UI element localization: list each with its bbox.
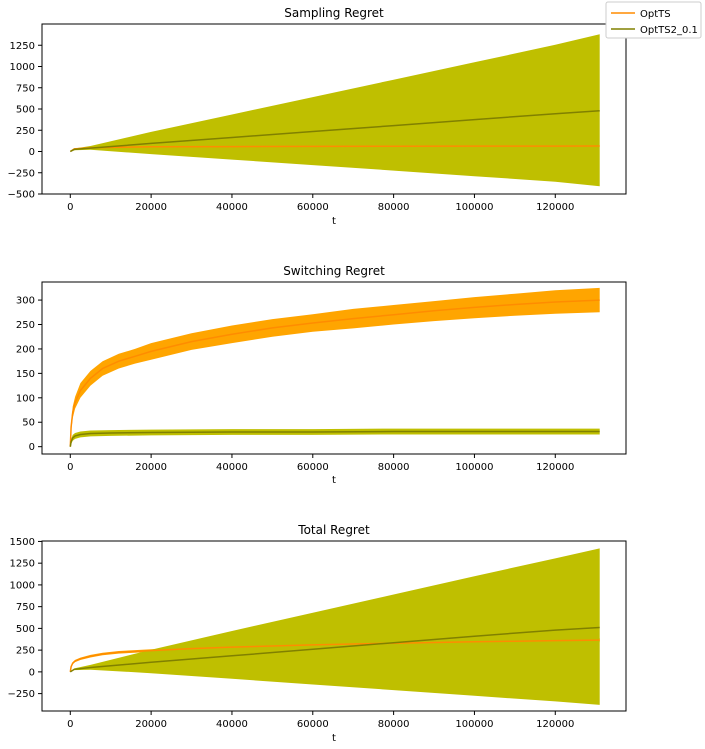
plot-frame	[41, 281, 627, 455]
y-tick-label: 250	[16, 126, 35, 137]
y-tick-label: −250	[8, 689, 35, 700]
plot-title: Sampling Regret	[284, 6, 384, 20]
y-tick-label: 250	[16, 320, 35, 331]
sampling-regret-plot: Sampling Regret 0 20000 40000 60000 80000 100…	[8, 6, 627, 227]
x-tick-label: 40000	[216, 202, 248, 213]
y-tick-label: 200	[16, 344, 35, 355]
switching-regret-plot: Switching Regret 0 20000 40000 60000 80000 10…	[16, 264, 627, 486]
plot-title: Switching Regret	[283, 264, 385, 278]
y-tick-label: 150	[16, 369, 35, 380]
y-tick-label: 1250	[10, 41, 35, 52]
x-tick-label: 120000	[536, 462, 574, 473]
y-tick-label: 1250	[10, 559, 35, 570]
x-tick-label: 80000	[378, 462, 410, 473]
plot-title: Total Regret	[297, 523, 370, 537]
series-line-optts2-0-1	[69, 626, 600, 673]
x-tick-label: 0	[67, 462, 73, 473]
y-tick-label: 750	[16, 83, 35, 94]
x-tick-label: 20000	[135, 202, 167, 213]
x-tick-label: 60000	[297, 202, 329, 213]
x-tick-label: 100000	[455, 202, 493, 213]
legend: OptTS OptTS2_0.1	[605, 1, 702, 39]
y-tick-label: 750	[16, 602, 35, 613]
x-tick-label: 60000	[297, 719, 329, 730]
x-tick-label: 20000	[135, 462, 167, 473]
y-tick-label: 250	[16, 646, 35, 657]
confidence-band-optts	[70, 287, 600, 447]
y-tick-label: 300	[16, 296, 35, 307]
y-tick-label: −500	[8, 190, 35, 201]
confidence-band-optts2-0-1	[70, 34, 600, 187]
x-tick-label: 100000	[455, 462, 493, 473]
y-tick-label: −250	[8, 168, 35, 179]
y-tick-label: 100	[16, 393, 35, 404]
y-tick-label: 50	[22, 418, 35, 429]
x-tick-label: 120000	[536, 202, 574, 213]
legend-label-optts: OptTS	[640, 9, 671, 20]
series-line-optts2-0-1	[69, 430, 600, 447]
x-tick-label: 60000	[297, 462, 329, 473]
y-tick-label: 0	[29, 667, 35, 678]
x-axis-label: t	[332, 216, 336, 227]
x-tick-label: 80000	[378, 719, 410, 730]
confidence-band-optts2-0-1	[70, 428, 600, 447]
y-tick-label: 1000	[10, 62, 35, 73]
y-tick-label: 0	[29, 147, 35, 158]
series-line-optts	[69, 639, 600, 673]
confidence-band-optts2-0-1	[70, 548, 600, 705]
x-axis-label: t	[332, 475, 336, 486]
total-regret-plot: Total Regret 0 20000 40000 60000 80000 100000…	[8, 523, 627, 744]
x-tick-label: 80000	[378, 202, 410, 213]
x-tick-label: 40000	[216, 719, 248, 730]
series-line-optts	[69, 299, 600, 447]
x-axis-label: t	[332, 733, 336, 744]
x-tick-label: 40000	[216, 462, 248, 473]
y-tick-label: 500	[16, 624, 35, 635]
x-tick-label: 0	[67, 202, 73, 213]
y-tick-label: 1000	[10, 580, 35, 591]
series-line-optts2-0-1	[69, 109, 600, 153]
x-tick-label: 120000	[536, 719, 574, 730]
y-tick-label: 500	[16, 105, 35, 116]
plot-frame	[41, 540, 627, 712]
legend-label-optts2: OptTS2_0.1	[640, 25, 698, 36]
x-tick-label: 0	[67, 719, 73, 730]
x-tick-label: 100000	[455, 719, 493, 730]
x-tick-label: 20000	[135, 719, 167, 730]
y-tick-label: 1500	[10, 537, 35, 548]
y-tick-label: 0	[29, 442, 35, 453]
